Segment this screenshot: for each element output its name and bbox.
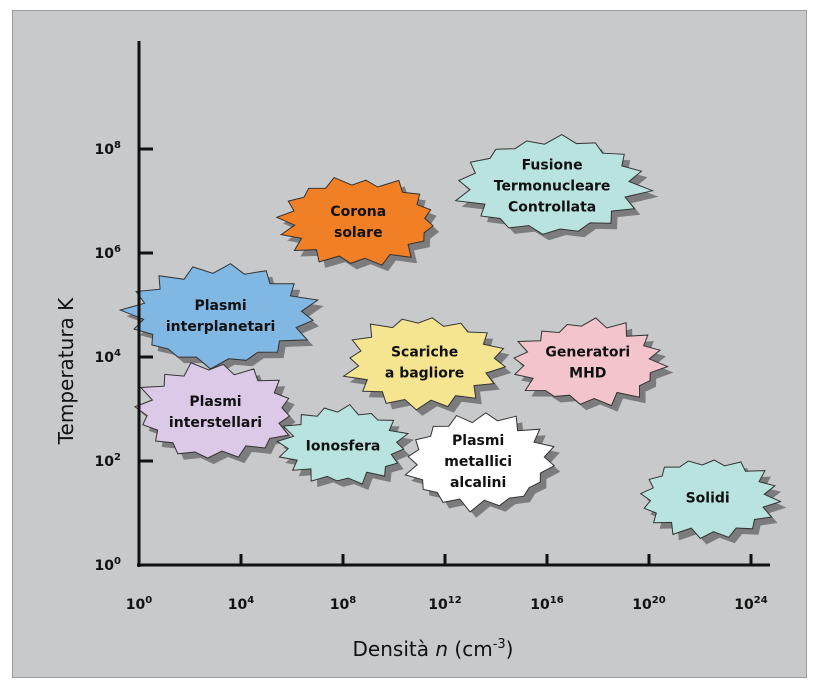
y-tick-label: 104: [95, 348, 121, 366]
region-burst: [276, 403, 410, 485]
x-tick-label: 1012: [428, 595, 461, 613]
y-tick-label: 102: [95, 452, 121, 470]
region-burst: [404, 412, 556, 513]
region-label: alcalini: [450, 475, 506, 491]
chart-frame: Fusione Termonucleare Controllata Corona sol…: [12, 10, 807, 678]
region-burst: [118, 263, 320, 370]
region-label: Corona: [330, 204, 386, 220]
region-label: Plasmi: [194, 298, 246, 314]
region-label: Generatori: [545, 345, 630, 361]
region-label: Solidi: [686, 490, 730, 506]
region-burst: [133, 362, 291, 459]
y-axis-title: Temperatura K: [54, 297, 78, 445]
region-label: Fusione: [522, 157, 583, 173]
region-label: Scariche: [391, 345, 458, 361]
region-label: Plasmi: [452, 433, 504, 449]
region-interstellari: Plasmi interstellari: [133, 362, 296, 465]
region-label: interstellari: [169, 415, 262, 431]
region-burst: [639, 459, 782, 540]
region-solidi: Solidi: [639, 459, 787, 545]
y-tick-label: 106: [95, 244, 121, 262]
region-label: Termonucleare: [494, 178, 611, 194]
region-burst: [454, 134, 655, 235]
region-label: Plasmi: [189, 394, 241, 410]
ticks-layer: 100 104 108 1012 1016 1020 1024 100 102 104 106 108: [95, 140, 768, 613]
region-label: interplanetari: [166, 319, 275, 335]
x-tick-label: 1016: [530, 595, 563, 613]
region-metallici: Plasmi metallici alcalini: [404, 412, 561, 518]
region-label: a bagliore: [385, 366, 464, 382]
region-burst: [342, 317, 507, 411]
x-tick-label: 104: [228, 595, 254, 613]
x-tick-label: 100: [126, 595, 152, 613]
x-tick-label: 108: [330, 595, 356, 613]
region-interplanetari: Plasmi interplanetari: [118, 263, 324, 375]
x-tick-label: 1020: [632, 595, 665, 613]
region-generatori: Generatori MHD: [513, 317, 674, 412]
regions-layer: Fusione Termonucleare Controllata Corona sol…: [118, 134, 787, 545]
region-burst: [275, 176, 434, 266]
y-tick-label: 108: [95, 140, 121, 158]
x-tick-label: 1024: [734, 595, 767, 613]
region-fusione: Fusione Termonucleare Controllata: [454, 134, 659, 241]
region-burst: [513, 317, 669, 407]
region-ionosfera: Ionosfera: [276, 403, 414, 490]
region-label: MHD: [569, 366, 606, 382]
plasma-chart: Fusione Termonucleare Controllata Corona sol…: [54, 41, 787, 661]
region-label: metallici: [444, 454, 512, 470]
region-label: Controllata: [508, 199, 596, 215]
y-tick-label: 100: [95, 556, 121, 574]
region-label: Ionosfera: [306, 438, 381, 454]
x-axis-title: Densità n (cm-3): [353, 637, 514, 661]
region-corona: Corona solare: [275, 176, 440, 272]
region-scariche: Scariche a bagliore: [342, 317, 512, 416]
region-label: solare: [334, 225, 383, 241]
